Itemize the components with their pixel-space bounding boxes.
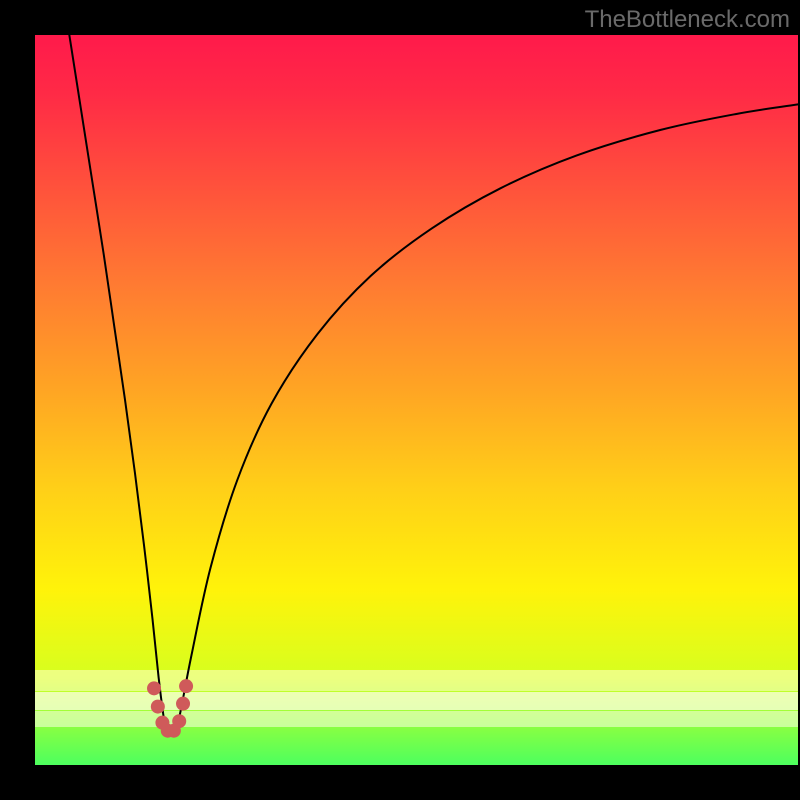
stage: TheBottleneck.com xyxy=(0,0,800,800)
watermark-text: TheBottleneck.com xyxy=(585,6,790,34)
gradient-background xyxy=(35,35,798,765)
plot-area xyxy=(35,35,798,765)
